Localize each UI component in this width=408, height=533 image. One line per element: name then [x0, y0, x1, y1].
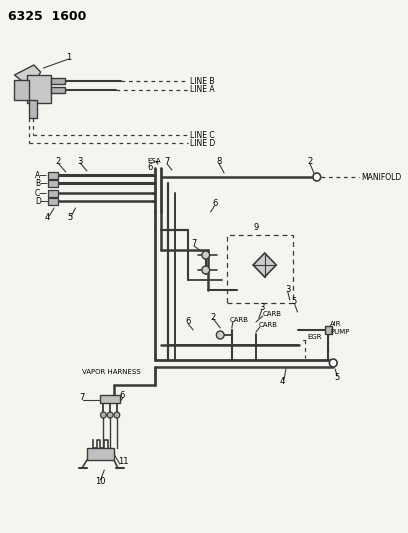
- Text: 6325  1600: 6325 1600: [8, 11, 86, 23]
- Text: LINE D: LINE D: [190, 139, 215, 148]
- Text: 6: 6: [120, 392, 125, 400]
- Polygon shape: [15, 65, 40, 85]
- Text: 6: 6: [148, 163, 153, 172]
- Text: 8: 8: [216, 157, 222, 166]
- Circle shape: [313, 173, 321, 181]
- Bar: [27, 75, 51, 103]
- Bar: [51, 78, 65, 84]
- Text: LINE A: LINE A: [190, 85, 215, 94]
- Text: 2: 2: [55, 157, 60, 166]
- Bar: [48, 190, 58, 197]
- Text: CARB: CARB: [259, 322, 278, 328]
- Text: 3: 3: [77, 157, 83, 166]
- Text: LINE C: LINE C: [190, 131, 215, 140]
- Text: —: —: [153, 158, 160, 164]
- Bar: [48, 198, 58, 205]
- Text: 7: 7: [79, 393, 84, 402]
- Text: LINE B: LINE B: [190, 77, 215, 85]
- Text: VAPOR HARNESS: VAPOR HARNESS: [82, 369, 141, 375]
- Text: 1: 1: [66, 52, 71, 61]
- Polygon shape: [253, 253, 276, 277]
- Text: 4: 4: [44, 214, 50, 222]
- Text: D—: D—: [35, 197, 48, 206]
- Text: EGR: EGR: [307, 334, 322, 340]
- Circle shape: [216, 331, 224, 339]
- Text: AIR
PUMP: AIR PUMP: [330, 321, 350, 335]
- Text: 5: 5: [68, 214, 73, 222]
- Text: CARB: CARB: [263, 311, 282, 317]
- Text: 3: 3: [285, 286, 290, 295]
- Bar: [227, 235, 293, 303]
- Text: 2: 2: [211, 312, 216, 321]
- Text: 6: 6: [186, 318, 191, 327]
- Bar: [48, 180, 58, 187]
- Text: 3: 3: [259, 303, 264, 312]
- Bar: [324, 326, 332, 334]
- Circle shape: [202, 251, 210, 259]
- Text: 5: 5: [334, 374, 339, 383]
- Bar: [15, 80, 29, 100]
- Text: 10: 10: [95, 478, 105, 487]
- Text: 9: 9: [253, 223, 258, 232]
- Circle shape: [329, 359, 337, 367]
- Circle shape: [100, 412, 106, 418]
- Circle shape: [114, 412, 120, 418]
- Text: 6: 6: [213, 199, 218, 208]
- Text: MANIFOLD: MANIFOLD: [361, 173, 401, 182]
- Circle shape: [107, 412, 113, 418]
- Bar: [29, 100, 37, 118]
- Text: 7: 7: [191, 239, 197, 248]
- Bar: [87, 448, 114, 460]
- Text: CARB: CARB: [230, 317, 249, 323]
- Text: 11: 11: [118, 457, 129, 466]
- Text: ESA: ESA: [148, 158, 162, 164]
- Bar: [51, 87, 65, 93]
- Text: 7: 7: [164, 157, 170, 166]
- Text: 5: 5: [292, 297, 297, 306]
- Text: 4: 4: [280, 377, 285, 386]
- Text: 2: 2: [307, 157, 313, 166]
- Circle shape: [202, 266, 210, 274]
- Text: A—: A—: [35, 171, 48, 180]
- Bar: [100, 395, 120, 403]
- Text: B—: B—: [35, 179, 47, 188]
- Text: C—: C—: [35, 189, 48, 198]
- Bar: [48, 172, 58, 179]
